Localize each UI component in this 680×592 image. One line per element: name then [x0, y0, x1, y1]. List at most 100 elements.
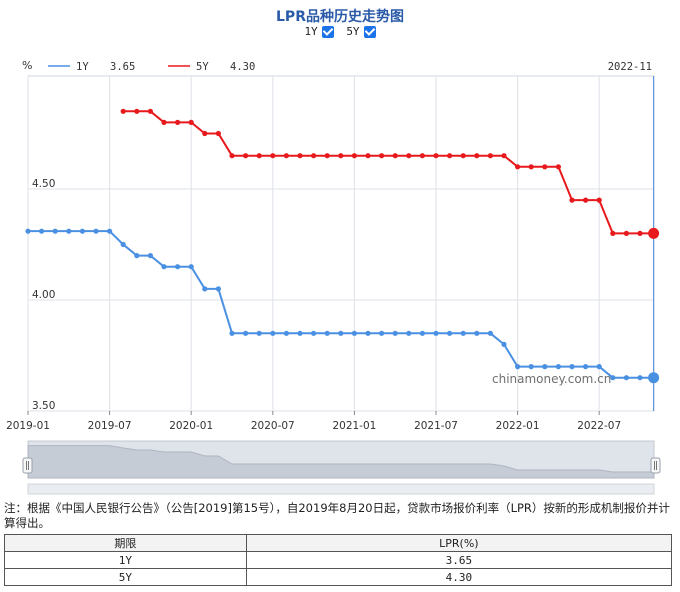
- data-point-1y: [79, 228, 85, 234]
- series-toggles: 1Y 5Y: [0, 25, 680, 38]
- data-point-1y: [596, 364, 602, 370]
- chart-title: LPR品种历史走势图: [276, 9, 404, 25]
- navigator-handle-left[interactable]: [22, 457, 33, 474]
- x-tick-label: 2021-01: [332, 420, 376, 432]
- data-point-1y: [542, 364, 548, 370]
- data-point-1y: [161, 264, 167, 270]
- data-point-1y: [501, 341, 507, 347]
- data-point-5y: [474, 153, 480, 159]
- data-point-1y: [52, 228, 58, 234]
- data-point-5y: [542, 164, 548, 170]
- data-point-5y: [351, 153, 357, 159]
- navigator-series-area: [27, 445, 655, 479]
- data-point-1y: [229, 330, 235, 336]
- data-point-5y: [365, 153, 371, 159]
- data-point-5y: [379, 153, 385, 159]
- data-point-1y: [487, 330, 493, 336]
- data-point-1y: [134, 253, 140, 259]
- data-point-5y: [637, 230, 643, 236]
- data-point-1y: [324, 330, 330, 336]
- table-row: 1Y 3.65: [4, 551, 673, 569]
- lpr-chart: 4.50 4.00 3.50 2019-01 2019-07 2020-01 2020-07…: [6, 59, 661, 495]
- data-point-1y: [583, 364, 589, 370]
- x-tick-label: 2022-07: [577, 420, 621, 432]
- footnote: 注：根据《中国人民银行公告》（公告[2019]第15号），自2019年8月20日…: [4, 501, 670, 530]
- data-point-5y: [175, 119, 181, 125]
- data-point-1y: [460, 330, 466, 336]
- x-tick-label: 2020-01: [169, 420, 213, 432]
- table-cell-term: 5Y: [4, 568, 247, 586]
- data-point-1y: [338, 330, 344, 336]
- data-point-1y: [406, 330, 412, 336]
- legend-name-1y: 1Y: [76, 61, 89, 73]
- toggle-5y-label: 5Y: [346, 25, 360, 38]
- watermark: chinamoney.com.cn: [492, 372, 611, 386]
- legend-value-5y: 4.30: [230, 61, 255, 73]
- data-point-5y: [569, 197, 575, 203]
- y-tick-label: 4.00: [32, 289, 55, 301]
- toggle-5y[interactable]: 5Y: [346, 25, 376, 38]
- table-cell-term: 1Y: [4, 551, 247, 569]
- data-point-5y: [392, 153, 398, 159]
- data-point-5y: [243, 153, 249, 159]
- data-point-5y: [501, 153, 507, 159]
- x-tick-label: 2019-07: [88, 420, 132, 432]
- x-tick-label: 2020-07: [251, 420, 295, 432]
- data-point-5y: [161, 119, 167, 125]
- data-point-5y: [283, 153, 289, 159]
- data-point-5y: [433, 153, 439, 159]
- data-point-5y: [623, 230, 630, 236]
- data-point-5y: [120, 108, 126, 114]
- data-point-1y: [365, 330, 371, 336]
- data-point-5y: [134, 108, 140, 114]
- data-point-1y: [215, 286, 221, 292]
- data-point-5y: [447, 153, 453, 159]
- toggle-1y[interactable]: 1Y: [304, 25, 334, 38]
- data-point-1y: [433, 330, 439, 336]
- data-point-5y: [406, 153, 412, 159]
- data-point-5y: [188, 119, 194, 125]
- data-point-5y: [297, 153, 303, 159]
- checkbox-checked-icon[interactable]: [321, 25, 334, 38]
- data-point-5y: [324, 153, 330, 159]
- data-point-1y: [515, 364, 521, 370]
- data-point-1y: [392, 330, 398, 336]
- data-point-1y: [648, 372, 660, 384]
- legend-name-5y: 5Y: [196, 61, 209, 73]
- y-tick-label: 3.50: [32, 400, 55, 412]
- data-point-1y: [379, 330, 385, 336]
- data-point-5y: [270, 153, 276, 159]
- data-point-5y: [583, 197, 589, 203]
- data-point-1y: [243, 330, 249, 336]
- data-point-5y: [555, 164, 562, 170]
- data-point-1y: [25, 228, 31, 234]
- checkbox-checked-icon[interactable]: [363, 25, 376, 38]
- data-point-5y: [528, 164, 534, 170]
- data-point-5y: [229, 153, 235, 159]
- data-point-1y: [311, 330, 317, 336]
- navigator-scrollbar[interactable]: [27, 483, 655, 495]
- table-cell-rate: 4.30: [245, 568, 673, 586]
- table-header-rate: LPR(%): [245, 534, 673, 552]
- table-row: 5Y 4.30: [4, 568, 673, 586]
- data-point-5y: [256, 153, 262, 159]
- data-point-1y: [93, 228, 99, 234]
- navigator-handle-right[interactable]: [650, 457, 661, 474]
- data-point-5y: [460, 153, 466, 159]
- data-point-5y: [610, 230, 616, 236]
- toggle-1y-label: 1Y: [304, 25, 318, 38]
- data-point-5y: [311, 153, 317, 159]
- data-point-1y: [555, 364, 562, 370]
- table-header-term: 期限: [4, 534, 247, 552]
- data-point-1y: [283, 330, 289, 336]
- data-point-1y: [623, 375, 630, 381]
- data-point-1y: [610, 375, 616, 381]
- x-tick-label: 2021-07: [414, 420, 458, 432]
- data-point-1y: [202, 286, 208, 292]
- data-point-1y: [569, 364, 575, 370]
- data-point-5y: [487, 153, 493, 159]
- data-point-1y: [120, 241, 126, 248]
- data-point-1y: [270, 330, 276, 336]
- data-point-1y: [447, 330, 453, 336]
- data-point-1y: [107, 228, 113, 234]
